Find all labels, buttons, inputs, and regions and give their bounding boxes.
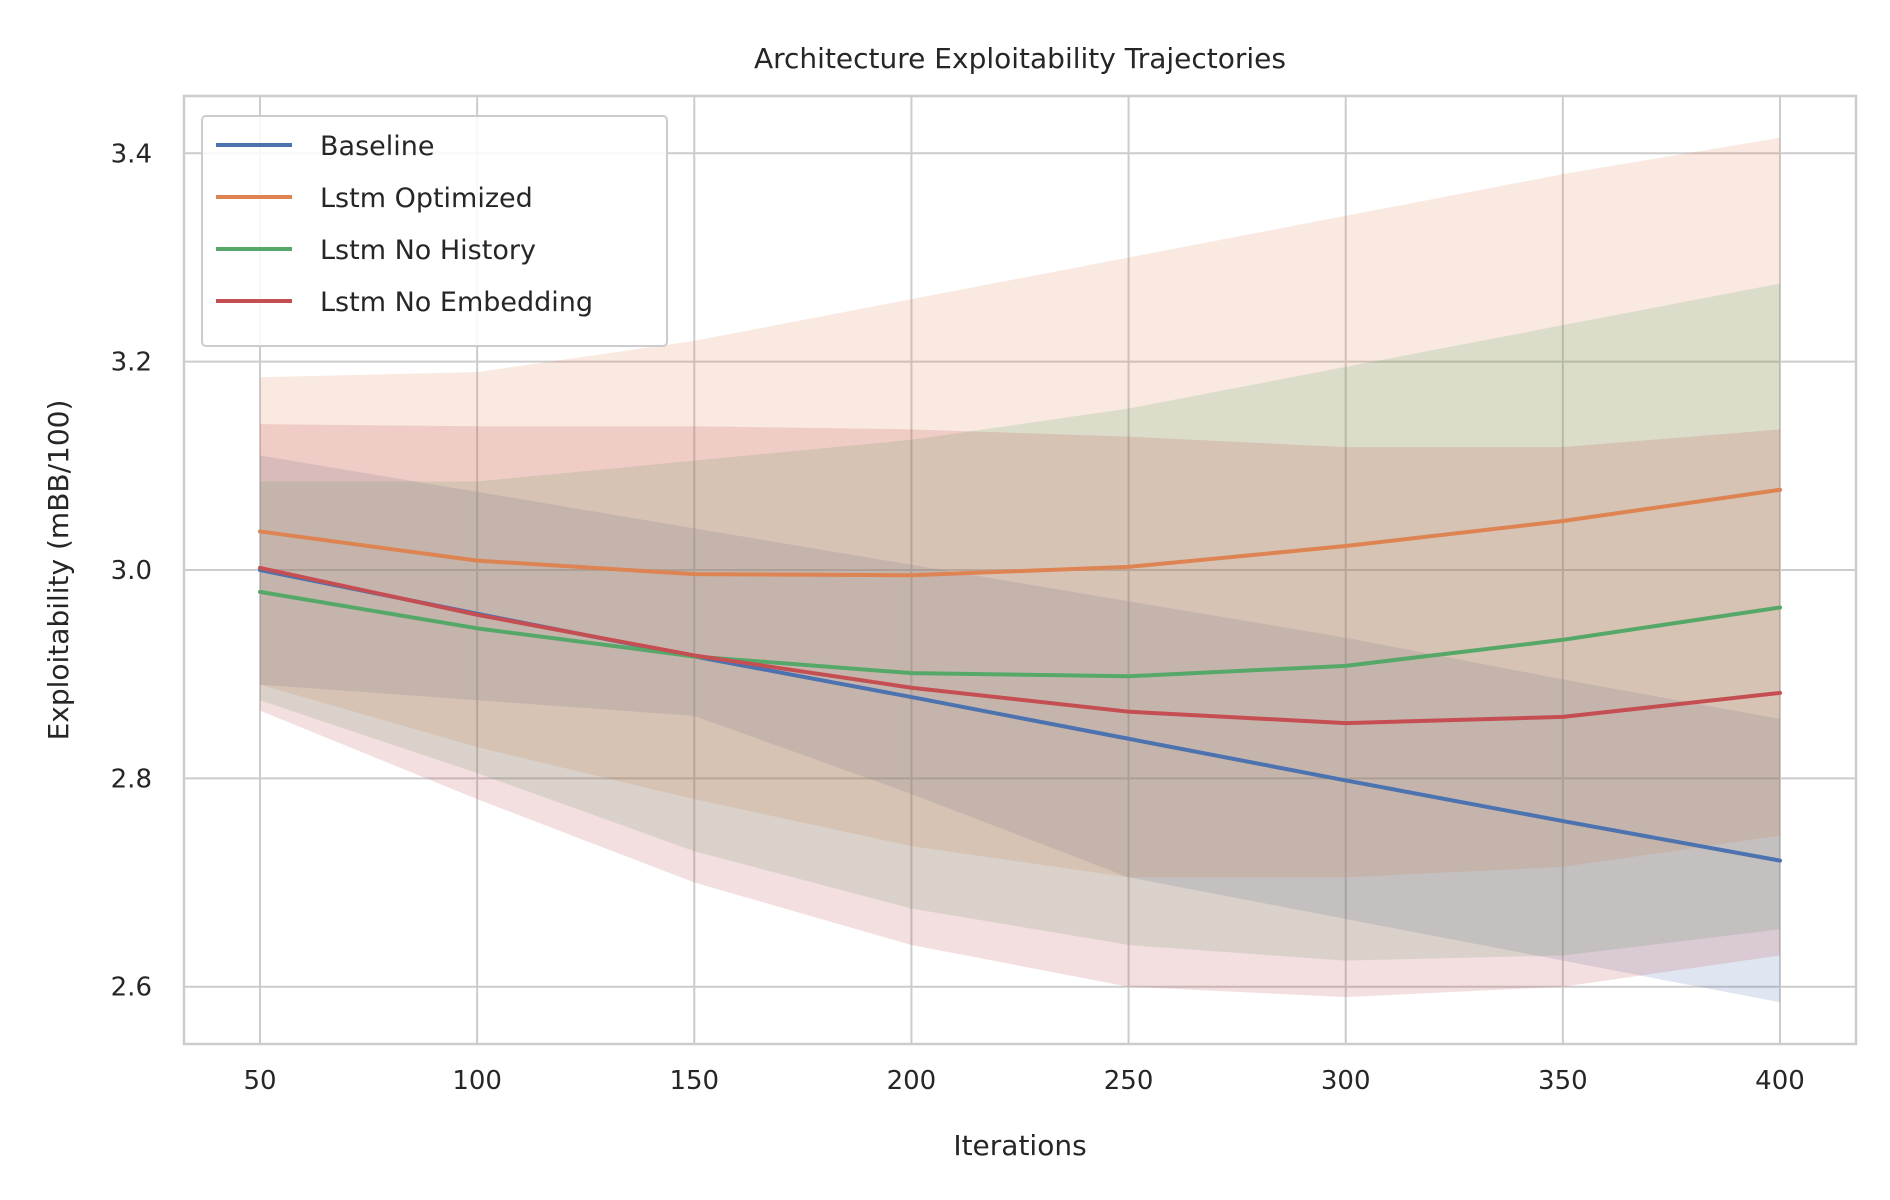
chart-title: Architecture Exploitability Trajectories [754, 42, 1286, 75]
y-tick-label: 3.4 [111, 139, 152, 169]
x-tick-label: 150 [669, 1066, 719, 1096]
y-tick-label: 3.0 [111, 556, 152, 586]
y-axis-label: Exploitability (mBB/100) [42, 400, 75, 741]
legend-label: Lstm No Embedding [320, 287, 593, 318]
series-lines [258, 487, 1782, 863]
y-tick-label: 3.2 [111, 348, 152, 378]
x-tick-label: 300 [1321, 1066, 1371, 1096]
x-tick-label: 350 [1538, 1066, 1588, 1096]
x-tick-label: 400 [1755, 1066, 1805, 1096]
y-tick-label: 2.8 [111, 764, 152, 794]
series-line [258, 487, 1782, 578]
legend: Baseline Lstm Optimized Lstm No History Lst… [201, 115, 668, 347]
x-axis-label: Iterations [953, 1129, 1086, 1162]
x-tick-label: 100 [452, 1066, 502, 1096]
y-axis-ticks: 2.6 2.8 3.0 3.2 3.4 [111, 139, 152, 1002]
confidence-band [260, 455, 1780, 1003]
x-tick-label: 200 [887, 1066, 937, 1096]
grid-lines [184, 96, 1856, 1044]
legend-item: Lstm No History [216, 235, 536, 266]
legend-item: Lstm No Embedding [216, 287, 593, 318]
series-line [258, 589, 1782, 679]
confidence-band [260, 424, 1780, 998]
series-line [258, 565, 1782, 726]
legend-item: Baseline [216, 131, 434, 162]
x-tick-label: 250 [1104, 1066, 1154, 1096]
legend-label: Lstm Optimized [320, 183, 533, 214]
confidence-band [260, 137, 1780, 878]
y-tick-label: 2.6 [111, 973, 152, 1003]
legend-label: Lstm No History [320, 235, 536, 266]
legend-item: Lstm Optimized [216, 183, 533, 214]
legend-label: Baseline [320, 131, 434, 162]
x-axis-ticks: 50 100 150 200 250 300 350 400 [243, 1066, 1804, 1096]
plot-frame [182, 94, 1858, 1046]
x-tick-label: 50 [243, 1066, 276, 1096]
legend-box [201, 115, 668, 347]
